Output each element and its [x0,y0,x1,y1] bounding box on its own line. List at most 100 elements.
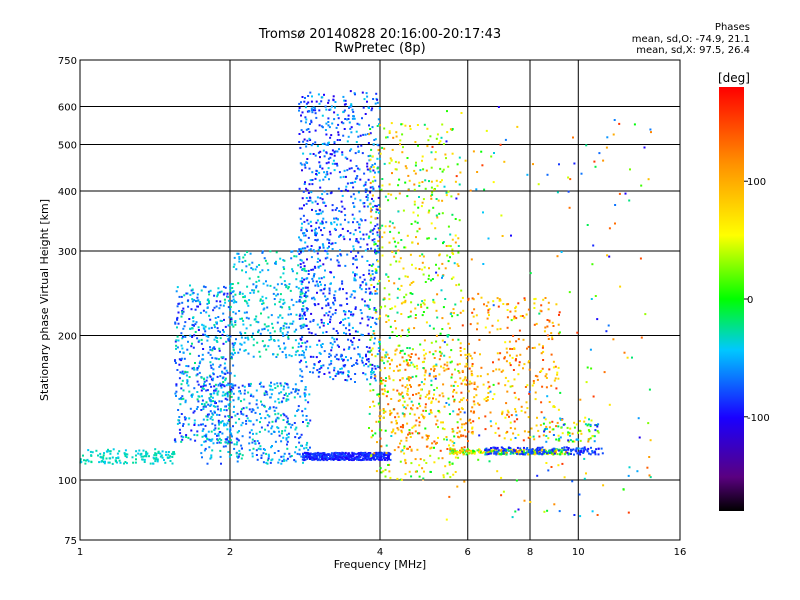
data-point [381,178,384,180]
data-point [472,315,475,318]
data-point [202,428,205,431]
data-point [404,181,407,184]
data-point [182,436,185,439]
data-point [191,336,194,338]
data-point [400,284,403,287]
data-point [280,414,282,417]
data-point [303,295,306,297]
data-point [456,385,459,387]
data-point [333,169,336,172]
data-point [383,127,386,130]
data-point [206,418,209,421]
data-point [332,159,335,162]
data-point [367,358,370,360]
data-point [649,128,652,131]
data-point [300,248,302,251]
data-point [571,432,574,435]
data-point [161,450,164,453]
data-point [272,292,275,295]
data-point [327,161,330,164]
data-point [469,449,472,452]
data-point [596,514,599,516]
data-point [303,351,305,354]
data-point [255,432,258,435]
data-point [438,394,441,397]
data-point [400,478,403,481]
data-point [226,422,229,425]
data-point [303,456,306,459]
data-point [404,462,407,465]
data-point [377,118,380,121]
data-point [461,399,464,402]
data-point [274,400,277,403]
data-point [497,427,500,430]
data-point [430,166,433,169]
data-point [376,125,379,127]
data-point [548,450,551,453]
data-point [394,305,397,308]
data-point [385,136,387,139]
data-point [418,181,421,184]
data-point [473,383,476,385]
data-point [412,280,415,283]
data-point [381,146,384,149]
data-point [476,171,479,173]
data-point [305,415,308,417]
data-point [413,169,416,172]
data-point [299,146,302,149]
data-point [542,434,545,437]
data-point [378,280,381,282]
data-point [438,358,441,361]
data-point [368,412,371,415]
data-point [394,320,397,322]
data-point [434,227,437,230]
data-point [434,151,437,154]
data-point [357,457,360,460]
data-point [307,192,310,194]
data-point [618,122,621,125]
data-point [296,410,299,412]
data-point [513,378,516,381]
data-point [302,261,305,264]
data-point [248,402,251,405]
data-point [464,450,467,453]
data-point [390,411,393,414]
data-point [435,363,438,366]
data-point [302,232,305,235]
data-point [371,363,374,366]
data-point [372,200,375,203]
data-point [337,131,340,134]
data-point [414,172,417,175]
data-point [338,452,341,455]
data-point [567,440,570,443]
data-point [494,431,497,434]
data-point [233,263,236,266]
data-point [314,239,317,241]
data-point [279,276,282,279]
data-point [346,359,349,362]
data-point [546,452,548,455]
data-point [505,303,508,306]
data-point [579,420,581,423]
data-point [243,385,246,388]
data-point [612,133,615,136]
data-point [91,451,94,454]
data-point [457,251,460,254]
data-point [511,356,514,359]
data-point [145,455,148,458]
data-point [452,410,455,413]
data-point [414,424,417,427]
data-point [294,339,297,342]
data-point [207,413,210,416]
data-point [217,291,220,294]
data-point [323,322,325,324]
data-point [349,458,352,461]
data-point [336,344,339,347]
data-point [550,332,553,335]
data-point [542,422,545,425]
data-point [224,445,227,448]
data-point [290,313,292,316]
data-point [261,303,264,305]
data-point [396,422,398,425]
data-point [445,245,448,247]
